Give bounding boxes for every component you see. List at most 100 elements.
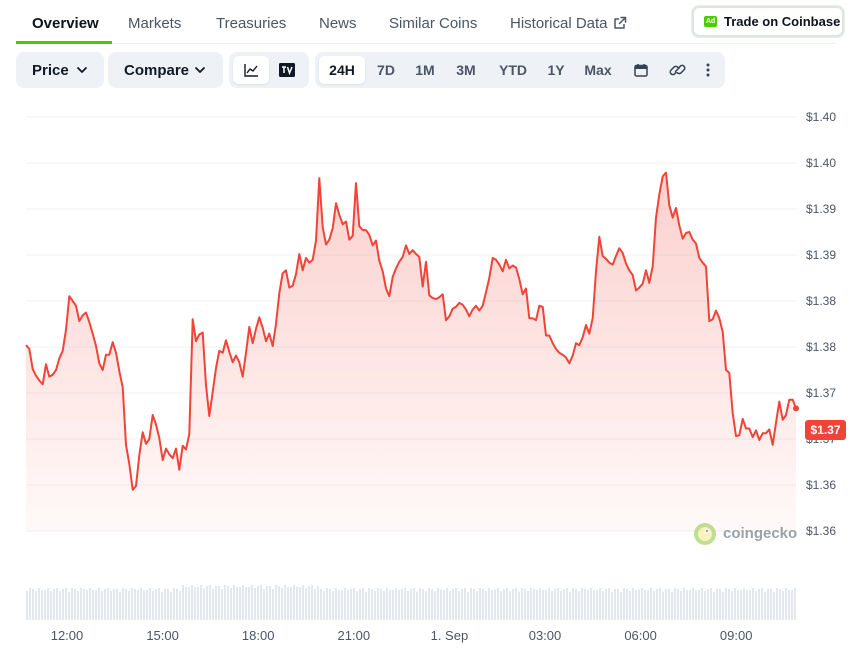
volume-bar — [107, 588, 109, 620]
volume-bar — [224, 585, 226, 620]
volume-bar — [98, 588, 100, 620]
volume-bar — [470, 588, 472, 620]
volume-bar — [335, 588, 337, 620]
trade-button-label: Trade on Coinbase — [724, 14, 841, 29]
volume-bar — [101, 591, 103, 620]
x-tick-label: 18:00 — [242, 628, 275, 643]
volume-bar — [785, 588, 787, 620]
volume-bar — [716, 589, 718, 620]
link-icon — [669, 64, 686, 76]
volume-bar — [203, 588, 205, 620]
volume-bar — [368, 588, 370, 620]
coingecko-logo-icon — [694, 523, 716, 545]
tab-news[interactable]: News — [319, 15, 357, 32]
price-dropdown-label: Price — [32, 62, 69, 79]
volume-bar — [533, 589, 535, 620]
compare-dropdown-label: Compare — [124, 62, 190, 79]
volume-bar — [794, 588, 796, 620]
volume-bar — [122, 588, 124, 620]
tab-historical-data[interactable]: Historical Data — [510, 15, 627, 32]
volume-bar — [50, 591, 52, 620]
volume-bar — [596, 590, 598, 620]
more-icon — [706, 63, 710, 77]
more-options-button[interactable] — [695, 56, 721, 84]
volume-bar — [464, 588, 466, 620]
volume-bar — [734, 588, 736, 620]
price-chart[interactable]: $1.40 $1.40 $1.39 $1.39 $1.38 $1.38 $1.37 $1.37… — [0, 100, 855, 652]
date-range-button[interactable] — [627, 56, 655, 84]
tradingview-view-button[interactable] — [273, 56, 305, 84]
volume-bar — [380, 589, 382, 620]
tab-treasuries[interactable]: Treasuries — [216, 15, 287, 32]
range-7d-button[interactable]: 7D — [377, 62, 395, 78]
volume-bar — [362, 588, 364, 620]
volume-bar — [356, 591, 358, 620]
y-tick-label: $1.36 — [806, 524, 836, 538]
volume-bar — [764, 592, 766, 620]
volume-bar — [389, 590, 391, 620]
volume-bar — [77, 591, 79, 620]
volume-bar — [386, 588, 388, 620]
volume-bar — [770, 589, 772, 620]
volume-bar — [173, 588, 175, 620]
chart-toolbar: Price Compare 24H 7D 1M 3M YTD 1Y Max — [0, 52, 855, 88]
volume-bar — [44, 590, 46, 620]
volume-bar — [95, 590, 97, 620]
range-3m-button[interactable]: 3M — [456, 62, 476, 78]
x-tick-label: 03:00 — [529, 628, 562, 643]
volume-bar — [707, 589, 709, 620]
share-link-button[interactable] — [663, 56, 691, 84]
volume-bar — [86, 590, 88, 620]
volume-bar — [494, 590, 496, 620]
volume-bar — [53, 589, 55, 620]
range-1m-button[interactable]: 1M — [415, 62, 435, 78]
y-tick-label: $1.38 — [806, 294, 836, 308]
calendar-icon — [634, 64, 648, 77]
volume-bar — [215, 586, 217, 620]
price-line — [25, 171, 797, 491]
volume-bar — [446, 588, 448, 620]
volume-bar — [710, 588, 712, 620]
volume-bar — [761, 588, 763, 620]
volume-bar — [233, 585, 235, 620]
y-tick-label: $1.39 — [806, 248, 836, 262]
volume-bar — [74, 589, 76, 620]
volume-bar — [692, 588, 694, 620]
line-chart-view-button[interactable] — [233, 56, 269, 84]
volume-bar — [416, 592, 418, 620]
volume-bar — [725, 588, 727, 620]
volume-bar — [521, 588, 523, 620]
volume-bar — [779, 589, 781, 620]
range-1y-button[interactable]: 1Y — [547, 62, 565, 78]
range-24h-button[interactable]: 24H — [319, 56, 365, 84]
volume-bar — [605, 589, 607, 620]
volume-bar — [281, 588, 283, 620]
volume-bar — [560, 591, 562, 620]
compare-dropdown[interactable]: Compare — [108, 52, 223, 88]
volume-bar — [344, 588, 346, 620]
volume-bar — [503, 589, 505, 620]
volume-bar — [683, 588, 685, 620]
volume-bar — [641, 588, 643, 620]
range-ytd-button[interactable]: YTD — [499, 62, 527, 78]
range-max-button[interactable]: Max — [584, 62, 612, 78]
tab-similar-coins[interactable]: Similar Coins — [389, 15, 478, 32]
tab-overview[interactable]: Overview — [32, 15, 99, 32]
volume-bar — [632, 588, 634, 620]
volume-bar — [575, 589, 577, 620]
volume-bar — [509, 591, 511, 620]
y-tick-label: $1.40 — [806, 110, 836, 124]
tab-markets[interactable]: Markets — [128, 15, 182, 32]
trade-on-coinbase-button[interactable]: Ad Trade on Coinbase — [692, 6, 844, 37]
volume-bar — [422, 589, 424, 620]
price-dropdown[interactable]: Price — [16, 52, 104, 88]
volume-bar — [428, 588, 430, 620]
volume-bar — [248, 587, 250, 620]
volume-bar — [326, 588, 328, 620]
volume-bar — [782, 591, 784, 620]
volume-bar — [524, 589, 526, 620]
volume-bars — [26, 585, 796, 620]
volume-bar — [401, 589, 403, 620]
volume-bar — [539, 588, 541, 620]
current-price-label: $1.37 — [805, 420, 846, 440]
